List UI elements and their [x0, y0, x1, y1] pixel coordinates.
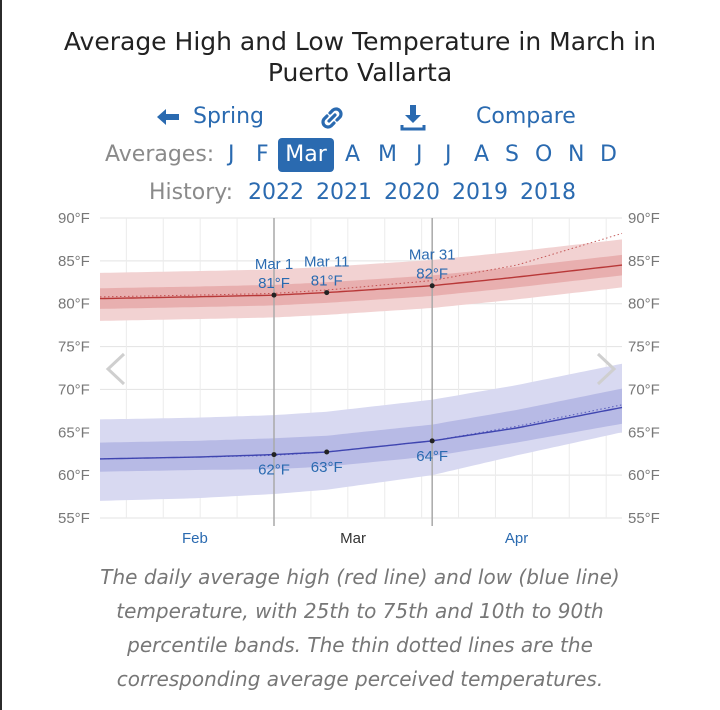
x-tick-label: Apr: [505, 530, 528, 547]
history-year-2018[interactable]: 2018: [520, 180, 576, 205]
high-point: [429, 283, 435, 289]
chart-title: Average High and Low Temperature in Marc…: [63, 27, 657, 87]
month-aug[interactable]: A: [474, 142, 490, 167]
annotation-low: 64°F: [416, 448, 448, 465]
annotation-low: 63°F: [311, 459, 343, 476]
y-tick-label-right: 75°F: [628, 339, 660, 356]
low-mean-line: [99, 406, 623, 460]
spring-link[interactable]: Spring: [193, 104, 264, 129]
high-perceived-line: [99, 232, 623, 298]
month-mar-active[interactable]: Mar: [278, 138, 334, 172]
link-icon[interactable]: [318, 104, 346, 137]
y-tick-label-right: 90°F: [628, 210, 660, 227]
month-dec[interactable]: D: [600, 142, 617, 167]
y-tick-label-left: 60°F: [58, 467, 90, 484]
annotation-date: Mar 31: [409, 247, 456, 264]
annotation-date: Mar 11: [304, 254, 350, 271]
y-tick-label-right: 70°F: [628, 381, 660, 398]
annotation-high: 81°F: [258, 275, 290, 292]
arrow-left-icon[interactable]: [155, 107, 181, 132]
annotation-high: 82°F: [416, 266, 448, 283]
axes: 90°F 90°F 85°F 85°F 80°F 80°F 75°F 75°F 70°F 70°F…: [58, 210, 660, 547]
high-mean-line: [99, 264, 623, 300]
toolbar: Spring Compare: [0, 100, 720, 134]
annotation-high: 81°F: [311, 273, 343, 290]
history-year-2020[interactable]: 2020: [384, 180, 440, 205]
y-tick-label-right: 85°F: [628, 253, 660, 270]
y-tick-label-left: 80°F: [58, 296, 90, 313]
y-tick-label-right: 65°F: [628, 424, 660, 441]
y-tick-label-left: 75°F: [58, 339, 90, 356]
annotation-low: 62°F: [258, 462, 290, 479]
y-tick-label-left: 55°F: [58, 510, 90, 527]
history-year-2022[interactable]: 2022: [248, 180, 304, 205]
frame-border: [0, 0, 2, 710]
low-point: [324, 449, 330, 455]
y-tick-label-right: 55°F: [628, 510, 660, 527]
averages-label: Averages:: [105, 142, 215, 167]
high-band-25-75: [100, 254, 622, 309]
month-sep[interactable]: S: [505, 142, 519, 167]
low-point: [429, 438, 435, 444]
month-may[interactable]: M: [378, 142, 397, 167]
history-label: History:: [149, 180, 234, 205]
chevron-left-icon[interactable]: [105, 352, 126, 386]
month-feb[interactable]: F: [256, 142, 269, 167]
y-tick-label-left: 65°F: [58, 424, 90, 441]
low-band-25-75: [100, 388, 622, 472]
temperature-chart: 90°F 90°F 85°F 85°F 80°F 80°F 75°F 75°F 70°F 70°F…: [58, 210, 660, 547]
compare-link[interactable]: Compare: [476, 104, 576, 129]
annotation-date: Mar 1: [255, 256, 293, 273]
chevron-right-icon[interactable]: [596, 352, 617, 386]
chart-caption: The daily average high (red line) and lo…: [100, 565, 620, 691]
averages-row: Averages: J F Mar A M J J A S O N D: [0, 138, 720, 172]
x-tick-label: Mar: [340, 530, 366, 547]
month-jul[interactable]: J: [445, 142, 452, 167]
y-tick-label-left: 90°F: [58, 210, 90, 227]
low-point: [271, 452, 277, 458]
average-lines: [99, 264, 623, 460]
date-markers: [273, 218, 433, 526]
month-jun[interactable]: J: [416, 142, 423, 167]
download-icon[interactable]: [400, 103, 426, 136]
history-row: History: 2022 2021 2020 2019 2018: [0, 176, 720, 210]
high-point: [324, 290, 330, 296]
month-nov[interactable]: N: [568, 142, 585, 167]
y-tick-label-left: 70°F: [58, 381, 90, 398]
history-year-2021[interactable]: 2021: [316, 180, 372, 205]
history-year-2019[interactable]: 2019: [452, 180, 508, 205]
y-tick-label-left: 85°F: [58, 253, 90, 270]
month-oct[interactable]: O: [535, 142, 553, 167]
y-tick-label-right: 60°F: [628, 467, 660, 484]
y-tick-label-right: 80°F: [628, 296, 660, 313]
month-jan[interactable]: J: [228, 142, 235, 167]
month-apr[interactable]: A: [345, 142, 361, 167]
annotations: Mar 1 81°F 62°F Mar 11 81°F 63°F Mar 31 82°F 64°…: [255, 247, 456, 479]
percentile-bands: [100, 239, 622, 501]
x-tick-label: Feb: [182, 530, 208, 547]
high-point: [271, 292, 277, 298]
